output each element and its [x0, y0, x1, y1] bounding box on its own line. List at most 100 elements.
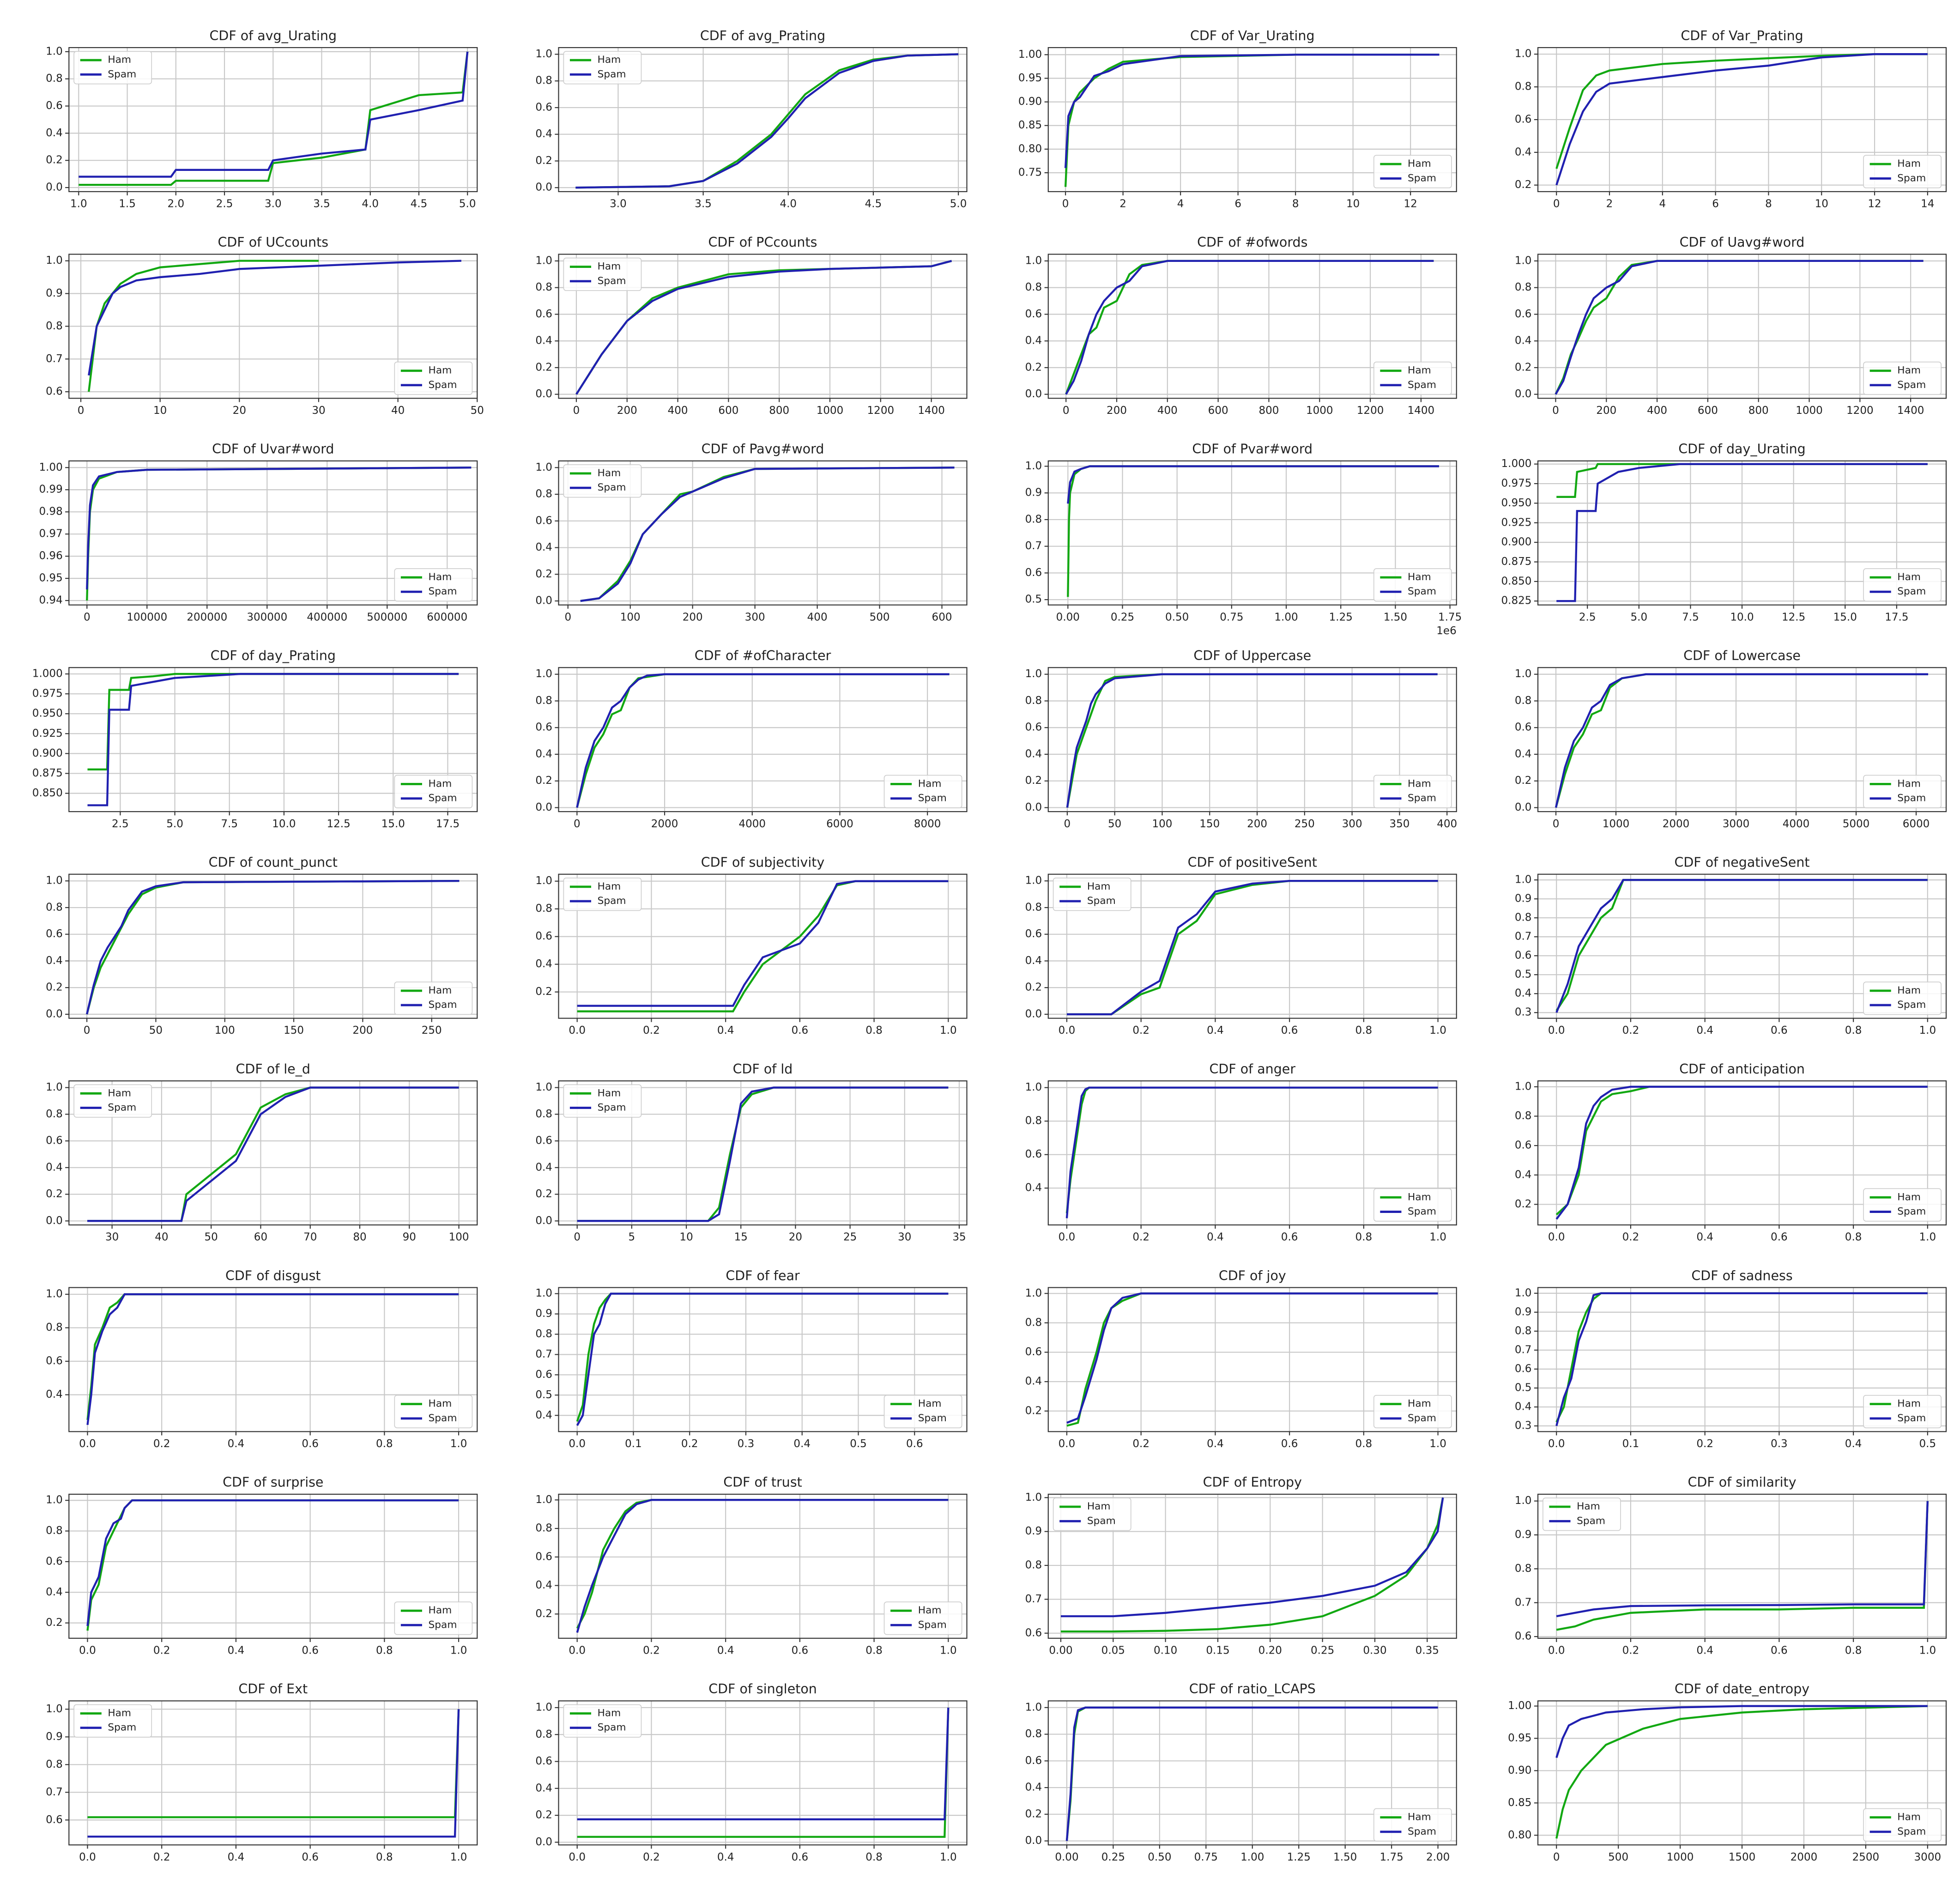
legend-label: Spam	[598, 275, 626, 287]
legend-label: Spam	[1897, 1826, 1926, 1837]
chart-title: CDF of day_Urating	[1678, 442, 1806, 457]
y-tick-label: 1.00	[39, 461, 62, 473]
y-tick-label: 0.6	[1025, 928, 1042, 940]
y-tick-label: 0.3	[1515, 1420, 1532, 1432]
x-tick-label: 0.4	[1696, 1231, 1713, 1243]
x-tick-label: 1.0	[940, 1644, 957, 1656]
x-tick-label: 14	[1921, 198, 1934, 210]
y-tick-label: 0.2	[535, 986, 552, 998]
x-tick-label: 0	[574, 818, 581, 830]
chart-title: CDF of Uppercase	[1193, 648, 1311, 663]
y-tick-label: 0.5	[535, 1389, 552, 1401]
y-tick-label: 0.2	[535, 568, 552, 580]
y-tick-label: 0.6	[535, 101, 552, 113]
y-tick-label: 0.95	[39, 572, 62, 584]
x-tick-label: 0.0	[79, 1851, 96, 1863]
cdf-line	[1066, 879, 1438, 1016]
legend-label: Ham	[1897, 1398, 1921, 1410]
cdf-line	[1060, 1497, 1444, 1633]
y-tick-label: 0.8	[535, 281, 552, 293]
y-tick-label: 0.5	[1025, 594, 1042, 606]
y-tick-label: 0.9	[46, 287, 63, 299]
y-tick-label: 0.75	[1018, 166, 1042, 178]
x-tick-label: 0.0	[1059, 1438, 1076, 1450]
x-tick-label: 1.50	[1333, 1851, 1357, 1863]
legend-label: Ham	[1087, 1501, 1111, 1512]
chart-title: CDF of UCcounts	[218, 235, 328, 250]
x-tick-label: 0	[84, 1024, 91, 1036]
x-tick-label: 250	[422, 1024, 442, 1036]
x-tick-label: 0	[1063, 405, 1070, 417]
x-tick-label: 4000	[738, 818, 766, 830]
chart-title: CDF of #ofwords	[1197, 235, 1307, 250]
y-tick-label: 0.97	[39, 528, 62, 540]
x-tick-label: 1.00	[1274, 611, 1298, 623]
x-tick-label: 0.0	[1548, 1644, 1565, 1656]
legend-label: Ham	[1897, 985, 1921, 996]
x-tick-label: 600000	[427, 611, 467, 623]
y-tick-label: 0.6	[535, 1135, 552, 1147]
y-tick-label: 0.8	[535, 1108, 552, 1120]
x-tick-label: 0.2	[153, 1644, 170, 1656]
x-tick-label: 2000	[651, 818, 678, 830]
chart-title: CDF of ratio_LCAPS	[1189, 1681, 1316, 1697]
x-tick-label: 1.75	[1438, 611, 1462, 623]
y-tick-label: 0.4	[1515, 748, 1532, 760]
y-tick-label: 1.0	[535, 1701, 552, 1713]
chart-title: CDF of #ofCharacter	[695, 648, 831, 663]
x-tick-label: 0.4	[1207, 1024, 1224, 1036]
x-tick-label: 7.5	[1682, 611, 1699, 623]
y-tick-label: 0.900	[32, 747, 63, 759]
y-tick-label: 0.2	[535, 775, 552, 787]
x-tick-label: 60	[254, 1231, 267, 1243]
cdf-line	[576, 1499, 949, 1633]
x-tick-label: 0.6	[1771, 1024, 1788, 1036]
x-tick-label: 400	[668, 405, 688, 417]
cdf-line	[1556, 1501, 1929, 1631]
y-tick-label: 1.0	[1515, 1287, 1532, 1299]
cdf-line	[1555, 1085, 1928, 1220]
y-tick-label: 0.850	[1501, 575, 1532, 587]
x-tick-label: 200	[1107, 405, 1127, 417]
y-tick-label: 0.2	[46, 1617, 63, 1629]
x-tick-label: 0.0	[569, 1644, 586, 1656]
y-tick-label: 0.4	[535, 1579, 552, 1591]
x-tick-label: 1.75	[1379, 1851, 1403, 1863]
x-tick-label: 17.5	[1885, 611, 1908, 623]
x-tick-label: 0.15	[1206, 1644, 1229, 1656]
legend-label: Ham	[598, 54, 621, 66]
cdf-line	[576, 1292, 949, 1426]
x-tick-label: 400	[1647, 405, 1667, 417]
chart-title: CDF of Var_Urating	[1190, 28, 1315, 43]
y-tick-label: 0.4	[1515, 1401, 1532, 1413]
x-tick-label: 0.6	[302, 1438, 319, 1450]
x-tick-label: 200	[1596, 405, 1616, 417]
y-tick-label: 0.8	[1515, 81, 1532, 93]
legend-label: Ham	[108, 54, 131, 66]
x-tick-label: 0.2	[1132, 1438, 1149, 1450]
x-tick-label: 0.1	[625, 1438, 642, 1450]
y-tick-label: 0.8	[535, 1522, 552, 1534]
y-tick-label: 0.9	[1025, 1525, 1042, 1537]
cdf-line	[87, 1086, 459, 1222]
x-tick-label: 250	[1295, 818, 1315, 830]
chart-title: CDF of fear	[726, 1268, 800, 1283]
y-tick-label: 0.6	[46, 1814, 63, 1826]
x-tick-label: 300000	[247, 611, 287, 623]
x-tick-label: 2	[1606, 198, 1613, 210]
x-tick-label: 8	[1292, 198, 1299, 210]
x-tick-label: 5.0	[950, 198, 967, 210]
y-tick-label: 0.9	[535, 1308, 552, 1320]
y-tick-label: 0.8	[535, 695, 552, 707]
x-tick-label: 6000	[1903, 818, 1930, 830]
x-tick-label: 0.2	[1622, 1644, 1639, 1656]
x-tick-label: 0.2	[643, 1644, 660, 1656]
plot-frame	[1537, 667, 1947, 812]
y-tick-label: 0.2	[1515, 775, 1532, 787]
legend-label: Spam	[598, 482, 626, 493]
y-tick-label: 0.8	[46, 1321, 63, 1333]
x-tick-label: 1.0	[1919, 1644, 1936, 1656]
x-tick-label: 5.0	[166, 818, 183, 830]
x-tick-label: 0.2	[153, 1438, 170, 1450]
plot-frame	[1537, 1080, 1947, 1226]
